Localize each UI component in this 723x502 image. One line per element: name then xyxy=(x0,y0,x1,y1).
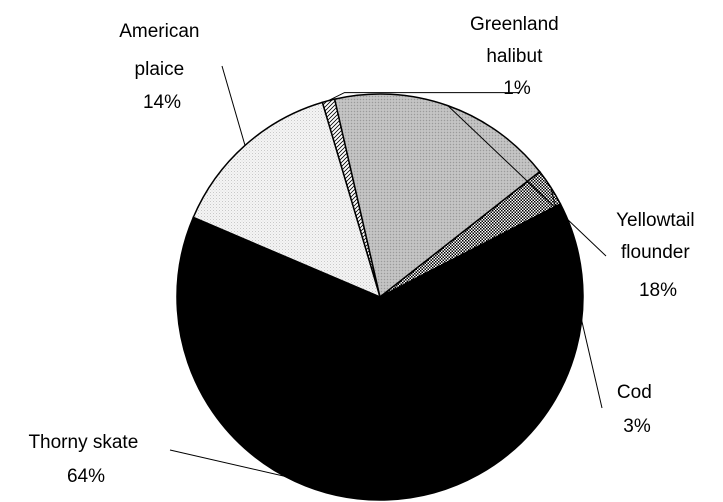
label-greenland-halibut: Greenland halibut 1% xyxy=(470,14,564,99)
slice-american-plaice xyxy=(192,101,382,299)
leader-line-cod xyxy=(550,187,603,409)
label-thorny-skate: Thorny skate 64% xyxy=(28,432,143,487)
label-cod: Cod 3% xyxy=(617,382,657,437)
leader-line-greenland-halibut xyxy=(328,92,520,102)
leader-lines xyxy=(169,65,607,501)
leader-line-yellowtail-flounder xyxy=(447,105,607,257)
leader-line-american-plaice xyxy=(221,65,246,146)
label-yellowtail-flounder: Yellowtail flounder 18% xyxy=(616,210,700,301)
pie-slices xyxy=(176,93,584,501)
label-american-plaice: American plaice 14% xyxy=(119,21,205,113)
leader-line-thorny-skate xyxy=(169,449,388,501)
